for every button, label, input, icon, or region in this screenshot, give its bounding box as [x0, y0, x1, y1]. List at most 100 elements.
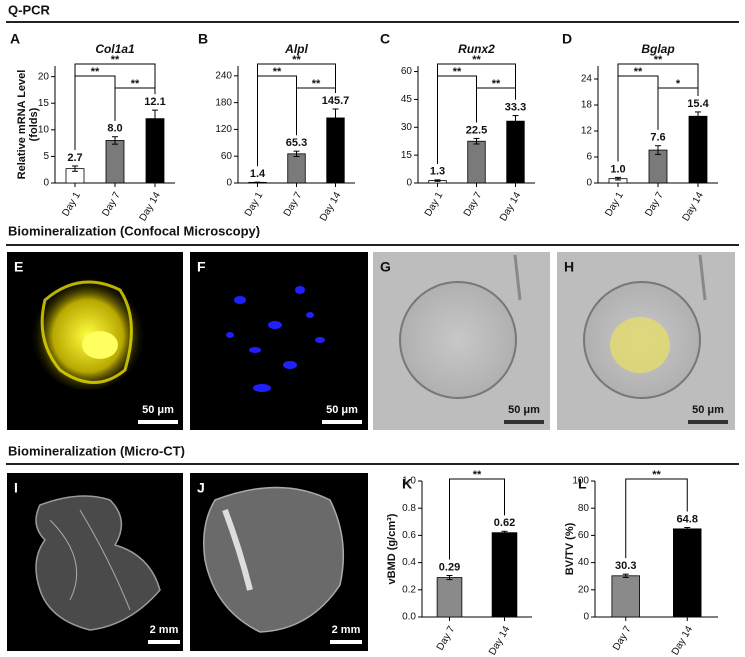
significance-bracket	[657, 87, 699, 130]
bar	[648, 149, 668, 184]
x-tick-label: Day 7	[643, 190, 666, 219]
panel-label: C	[380, 31, 390, 47]
y-tick-label: 60	[401, 66, 413, 77]
value-label: 1.3	[430, 166, 445, 178]
y-tick-label: 18	[581, 100, 593, 111]
error-bar	[446, 575, 453, 581]
value-label: 7.6	[650, 132, 665, 144]
scale-bar-label: 50 μm	[142, 404, 174, 416]
value-label: 12.1	[144, 96, 165, 108]
significance-label: **	[634, 66, 643, 78]
value-label: 64.8	[677, 513, 698, 525]
bar	[436, 577, 463, 618]
significance-label: **	[453, 66, 462, 78]
error-bar	[501, 530, 508, 535]
y-tick-label: 12	[581, 126, 593, 137]
error-bar	[655, 145, 661, 155]
value-label: 1.4	[250, 168, 266, 180]
significance-label: **	[273, 66, 282, 78]
section-title: Q-PCR	[8, 2, 51, 17]
panel-label: A	[10, 31, 20, 47]
error-bar	[152, 109, 158, 128]
bar	[287, 153, 306, 184]
y-tick-label: 45	[401, 94, 413, 105]
image-panel: E 50 μm	[7, 252, 183, 430]
x-tick-label: Day 14	[681, 190, 707, 223]
y-tick-label: 10	[38, 124, 50, 135]
y-tick-label: 0	[586, 178, 592, 189]
y-tick-label: 20	[38, 71, 50, 82]
bar	[673, 528, 702, 618]
y-tick-label: 180	[215, 97, 232, 108]
significance-bracket	[114, 87, 156, 121]
panel-label: B	[198, 31, 208, 47]
x-tick-label: Day 1	[423, 190, 446, 219]
y-tick-label: 0	[583, 612, 589, 623]
y-tick-label: 0.8	[402, 503, 416, 514]
error-bar	[473, 137, 480, 145]
chart-title: Runx2	[458, 42, 495, 56]
y-tick-label: 80	[578, 503, 590, 514]
error-bar	[512, 115, 519, 128]
significance-bracket	[617, 75, 659, 162]
value-label: 0.62	[494, 517, 515, 529]
significance-label: *	[676, 78, 681, 90]
x-tick-label: Day 1	[243, 190, 266, 219]
significance-label: **	[472, 54, 481, 66]
value-label: 15.4	[687, 98, 709, 110]
significance-label: **	[652, 469, 661, 481]
y-tick-label: 0	[226, 178, 232, 189]
significance-label: **	[312, 78, 321, 90]
value-label: 145.7	[322, 95, 350, 107]
significance-label: **	[292, 54, 301, 66]
y-tick-label: 30	[401, 122, 413, 133]
bar	[105, 140, 125, 184]
panel-label: K	[402, 476, 412, 492]
x-tick-label: Day 7	[435, 624, 458, 653]
scale-bar-label: 50 μm	[692, 404, 724, 416]
y-axis-label: vBMD (g/cm³)	[386, 513, 398, 584]
panel-label: J	[197, 480, 205, 496]
scale-bar-label: 2 mm	[332, 624, 361, 636]
chart-title: Bglap	[641, 42, 674, 56]
significance-label: **	[654, 54, 663, 66]
significance-bracket	[625, 478, 688, 559]
y-tick-label: 20	[578, 584, 590, 595]
chart-title: Col1a1	[95, 42, 135, 56]
significance-bracket	[476, 87, 516, 123]
y-tick-label: 120	[215, 124, 232, 135]
y-tick-label: 0.6	[402, 530, 416, 541]
error-bar	[695, 111, 701, 122]
y-axis-label: Relative mRNA Level	[16, 70, 28, 180]
image-panel: F 50 μm	[190, 252, 368, 430]
bar	[611, 575, 640, 618]
bar	[145, 118, 165, 184]
x-tick-label: Day 7	[282, 190, 305, 219]
significance-bracket	[449, 478, 505, 560]
error-bar	[434, 179, 441, 182]
significance-bracket	[257, 75, 297, 167]
x-tick-label: Day 14	[498, 190, 524, 223]
scale-bar-label: 50 μm	[508, 404, 540, 416]
y-tick-label: 100	[572, 476, 589, 487]
x-tick-label: Day 1	[603, 190, 626, 219]
value-label: 0.29	[439, 561, 460, 573]
error-bar	[293, 150, 300, 158]
x-tick-label: Day 7	[462, 190, 485, 219]
y-tick-label: 15	[401, 150, 413, 161]
x-tick-label: Day 7	[100, 190, 123, 219]
error-bar	[112, 136, 118, 145]
y-tick-label: 0.4	[402, 557, 416, 568]
value-label: 8.0	[107, 123, 122, 135]
bar	[506, 120, 525, 184]
y-tick-label: 6	[586, 152, 592, 163]
bar	[326, 117, 345, 184]
bar	[467, 140, 486, 184]
y-tick-label: 15	[38, 98, 50, 109]
panel-label: I	[14, 480, 18, 496]
significance-bracket	[74, 75, 116, 150]
y-axis-label: BV/TV (%)	[564, 522, 576, 575]
significance-label: **	[492, 78, 501, 90]
y-tick-label: 60	[578, 530, 590, 541]
